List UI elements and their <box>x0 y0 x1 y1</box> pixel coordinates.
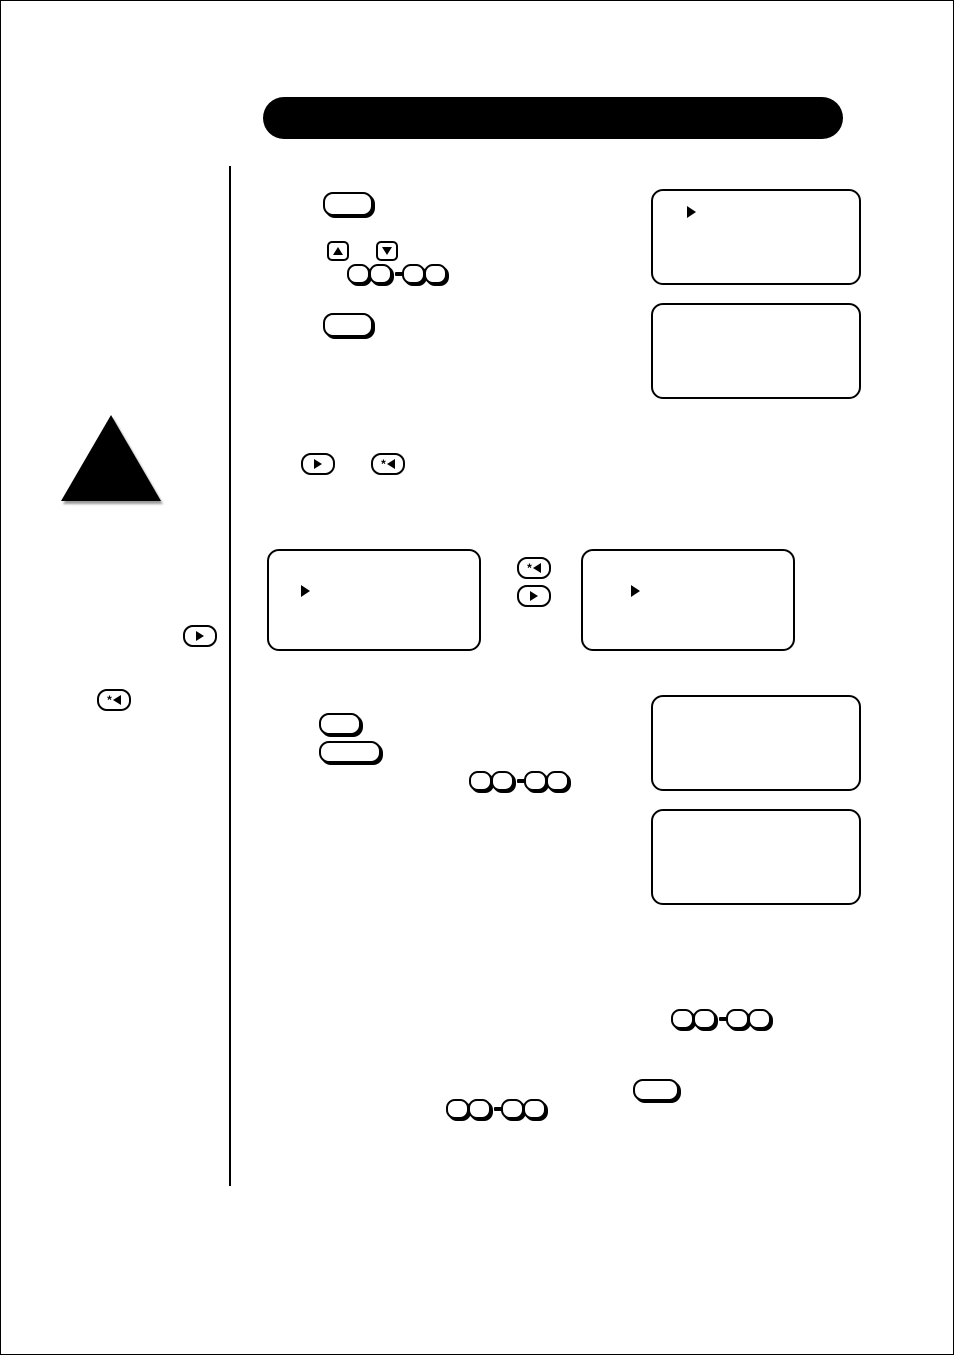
triangle-icon <box>61 415 161 501</box>
chevron-up-icon <box>333 247 343 255</box>
play-marker-icon <box>301 585 310 597</box>
digit-slot <box>347 264 370 284</box>
play-forward-icon[interactable] <box>301 453 335 475</box>
digit-group-b[interactable] <box>469 771 569 791</box>
vertical-divider <box>229 166 231 1186</box>
digit-slot <box>468 1099 491 1119</box>
rewind-icon <box>387 459 395 469</box>
digit-slot <box>402 264 425 284</box>
display-box-2 <box>651 303 861 399</box>
display-box-1 <box>651 189 861 285</box>
digit-slot <box>491 771 514 791</box>
digit-group-a[interactable] <box>347 264 447 284</box>
rewind-icon <box>113 695 121 705</box>
rewind-icon <box>533 563 541 573</box>
play-forward-sidebar[interactable] <box>183 625 217 647</box>
title-bar <box>263 97 843 139</box>
digit-slot <box>369 264 392 284</box>
up-icon[interactable] <box>327 241 349 261</box>
asterisk-icon: * <box>107 694 112 706</box>
digit-slot <box>446 1099 469 1119</box>
digit-group-d[interactable] <box>446 1099 546 1119</box>
play-marker-icon <box>631 585 640 597</box>
digit-slot <box>693 1009 716 1029</box>
digit-slot <box>546 771 569 791</box>
display-box-right <box>581 549 795 651</box>
digit-slot <box>524 771 547 791</box>
button-d[interactable] <box>319 741 381 763</box>
digit-slot <box>469 771 492 791</box>
play-icon <box>530 591 538 601</box>
play-marker-icon <box>687 206 696 218</box>
play-icon <box>314 459 322 469</box>
display-box-3 <box>651 695 861 791</box>
display-box-left <box>267 549 481 651</box>
button-b[interactable] <box>323 313 373 337</box>
page-root: * * * <box>0 0 954 1355</box>
warning-triangle <box>61 415 161 505</box>
digit-group-c[interactable] <box>671 1009 771 1029</box>
chevron-down-icon <box>382 247 392 255</box>
digit-slot <box>726 1009 749 1029</box>
digit-slot <box>748 1009 771 1029</box>
play-mid-icon[interactable] <box>517 585 551 607</box>
asterisk-icon: * <box>381 458 386 470</box>
digit-slot <box>501 1099 524 1119</box>
play-icon <box>196 631 204 641</box>
down-icon[interactable] <box>376 241 398 261</box>
digit-slot <box>523 1099 546 1119</box>
button-a[interactable] <box>323 192 373 216</box>
prev-mid-icon[interactable]: * <box>517 557 551 579</box>
asterisk-icon: * <box>527 562 532 574</box>
prev-sidebar[interactable]: * <box>97 689 131 711</box>
prev-icon-pill[interactable]: * <box>371 453 405 475</box>
button-e[interactable] <box>633 1079 679 1101</box>
display-box-4 <box>651 809 861 905</box>
digit-slot <box>424 264 447 284</box>
button-c[interactable] <box>319 713 361 735</box>
digit-slot <box>671 1009 694 1029</box>
